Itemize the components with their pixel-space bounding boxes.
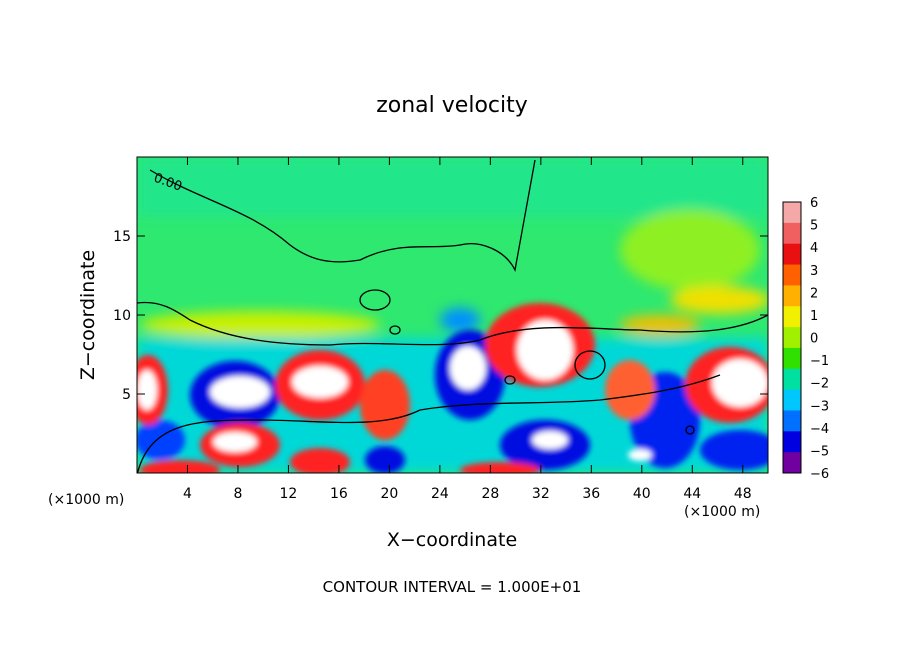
colorbar-label: 3 [810, 264, 818, 279]
colorbar-label: 0 [810, 332, 818, 347]
colorbar-segment [783, 347, 801, 370]
colorbar-frame [782, 201, 802, 474]
zero-contour [137, 374, 721, 473]
colorbar-label: 2 [810, 286, 818, 301]
y-tick-label: 5 [122, 387, 131, 403]
x-tick-label: 8 [233, 486, 242, 502]
colorbar-segment [783, 285, 801, 307]
x-unit-right: (×1000 m) [684, 504, 760, 520]
x-unit-left: (×1000 m) [48, 492, 124, 508]
heatmap-field: 0.00 [137, 157, 768, 473]
y-tick-label: 10 [113, 308, 131, 324]
colorbar-segment [783, 368, 801, 391]
x-tick-label: 20 [380, 486, 398, 502]
x-tick-label: 4 [183, 486, 192, 502]
colorbar-label: 5 [810, 219, 818, 234]
colorbar-label: −3 [810, 399, 829, 414]
colorbar-segment [783, 306, 801, 328]
x-axis: 4 8 12 16 20 24 28 32 36 40 44 48 [183, 157, 752, 502]
y-axis: 5 10 15 [113, 229, 768, 403]
y-tick-label: 15 [113, 229, 131, 245]
contour-interval-note: CONTOUR INTERVAL = 1.000E+01 [323, 578, 582, 596]
colorbar-label: 6 [810, 196, 818, 211]
x-tick-label: 48 [734, 486, 752, 502]
colorbar-segment [783, 222, 801, 245]
colorbar-label: 1 [810, 309, 818, 324]
colorbar-segment [783, 264, 801, 286]
x-tick-label: 44 [683, 486, 701, 502]
x-tick-label: 36 [582, 486, 600, 502]
colorbar-segment [783, 389, 801, 411]
colorbar-label: −6 [810, 467, 829, 482]
colorbar-segment [783, 327, 801, 349]
colorbar: 6 5 4 3 2 1 0 −1 −2 −3 −4 −5 −6 [782, 196, 829, 482]
zero-contour [149, 159, 536, 273]
chart-title: zonal velocity [376, 93, 528, 118]
colorbar-label: −1 [810, 354, 829, 369]
x-tick-label: 32 [532, 486, 550, 502]
x-tick-label: 40 [633, 486, 651, 502]
x-tick-label: 16 [330, 486, 348, 502]
x-tick-label: 28 [481, 486, 499, 502]
colorbar-label: 4 [810, 241, 818, 256]
x-tick-label: 12 [280, 486, 298, 502]
zero-contour [137, 301, 768, 346]
colorbar-label: −4 [810, 422, 829, 437]
colorbar-segment [783, 243, 801, 266]
colorbar-segment [783, 410, 801, 432]
x-axis-label: X−coordinate [387, 529, 517, 551]
colorbar-label: −5 [810, 444, 829, 459]
colorbar-segment [783, 452, 801, 474]
colorbar-label: −2 [810, 377, 829, 392]
x-tick-label: 24 [431, 486, 449, 502]
colorbar-segment [783, 202, 801, 224]
y-axis-label: Z−coordinate [77, 250, 99, 380]
colorbar-segment [783, 431, 801, 453]
